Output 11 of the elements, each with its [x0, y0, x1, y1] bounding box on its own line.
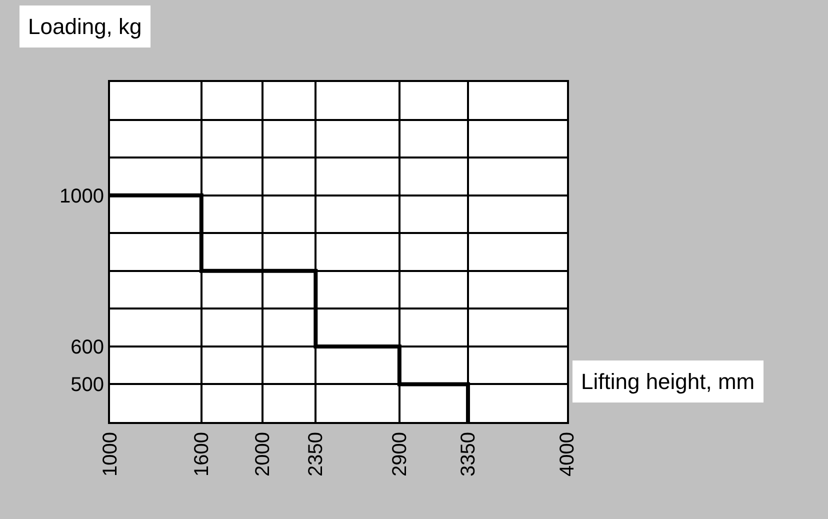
- y-tick-label: 600: [70, 336, 104, 358]
- y-axis-title: Loading, kg: [28, 14, 142, 39]
- x-tick-label: 4000: [556, 432, 578, 476]
- y-tick-label: 500: [70, 374, 104, 396]
- x-tick-label: 2900: [388, 432, 411, 476]
- x-axis-title: Lifting height, mm: [581, 369, 755, 394]
- y-tick-label: 1000: [60, 185, 104, 208]
- x-tick-label: 2000: [252, 432, 274, 476]
- x-tick-label: 3350: [457, 432, 480, 476]
- x-tick-label: 1600: [190, 432, 213, 476]
- x-tick-label: 2350: [305, 432, 328, 476]
